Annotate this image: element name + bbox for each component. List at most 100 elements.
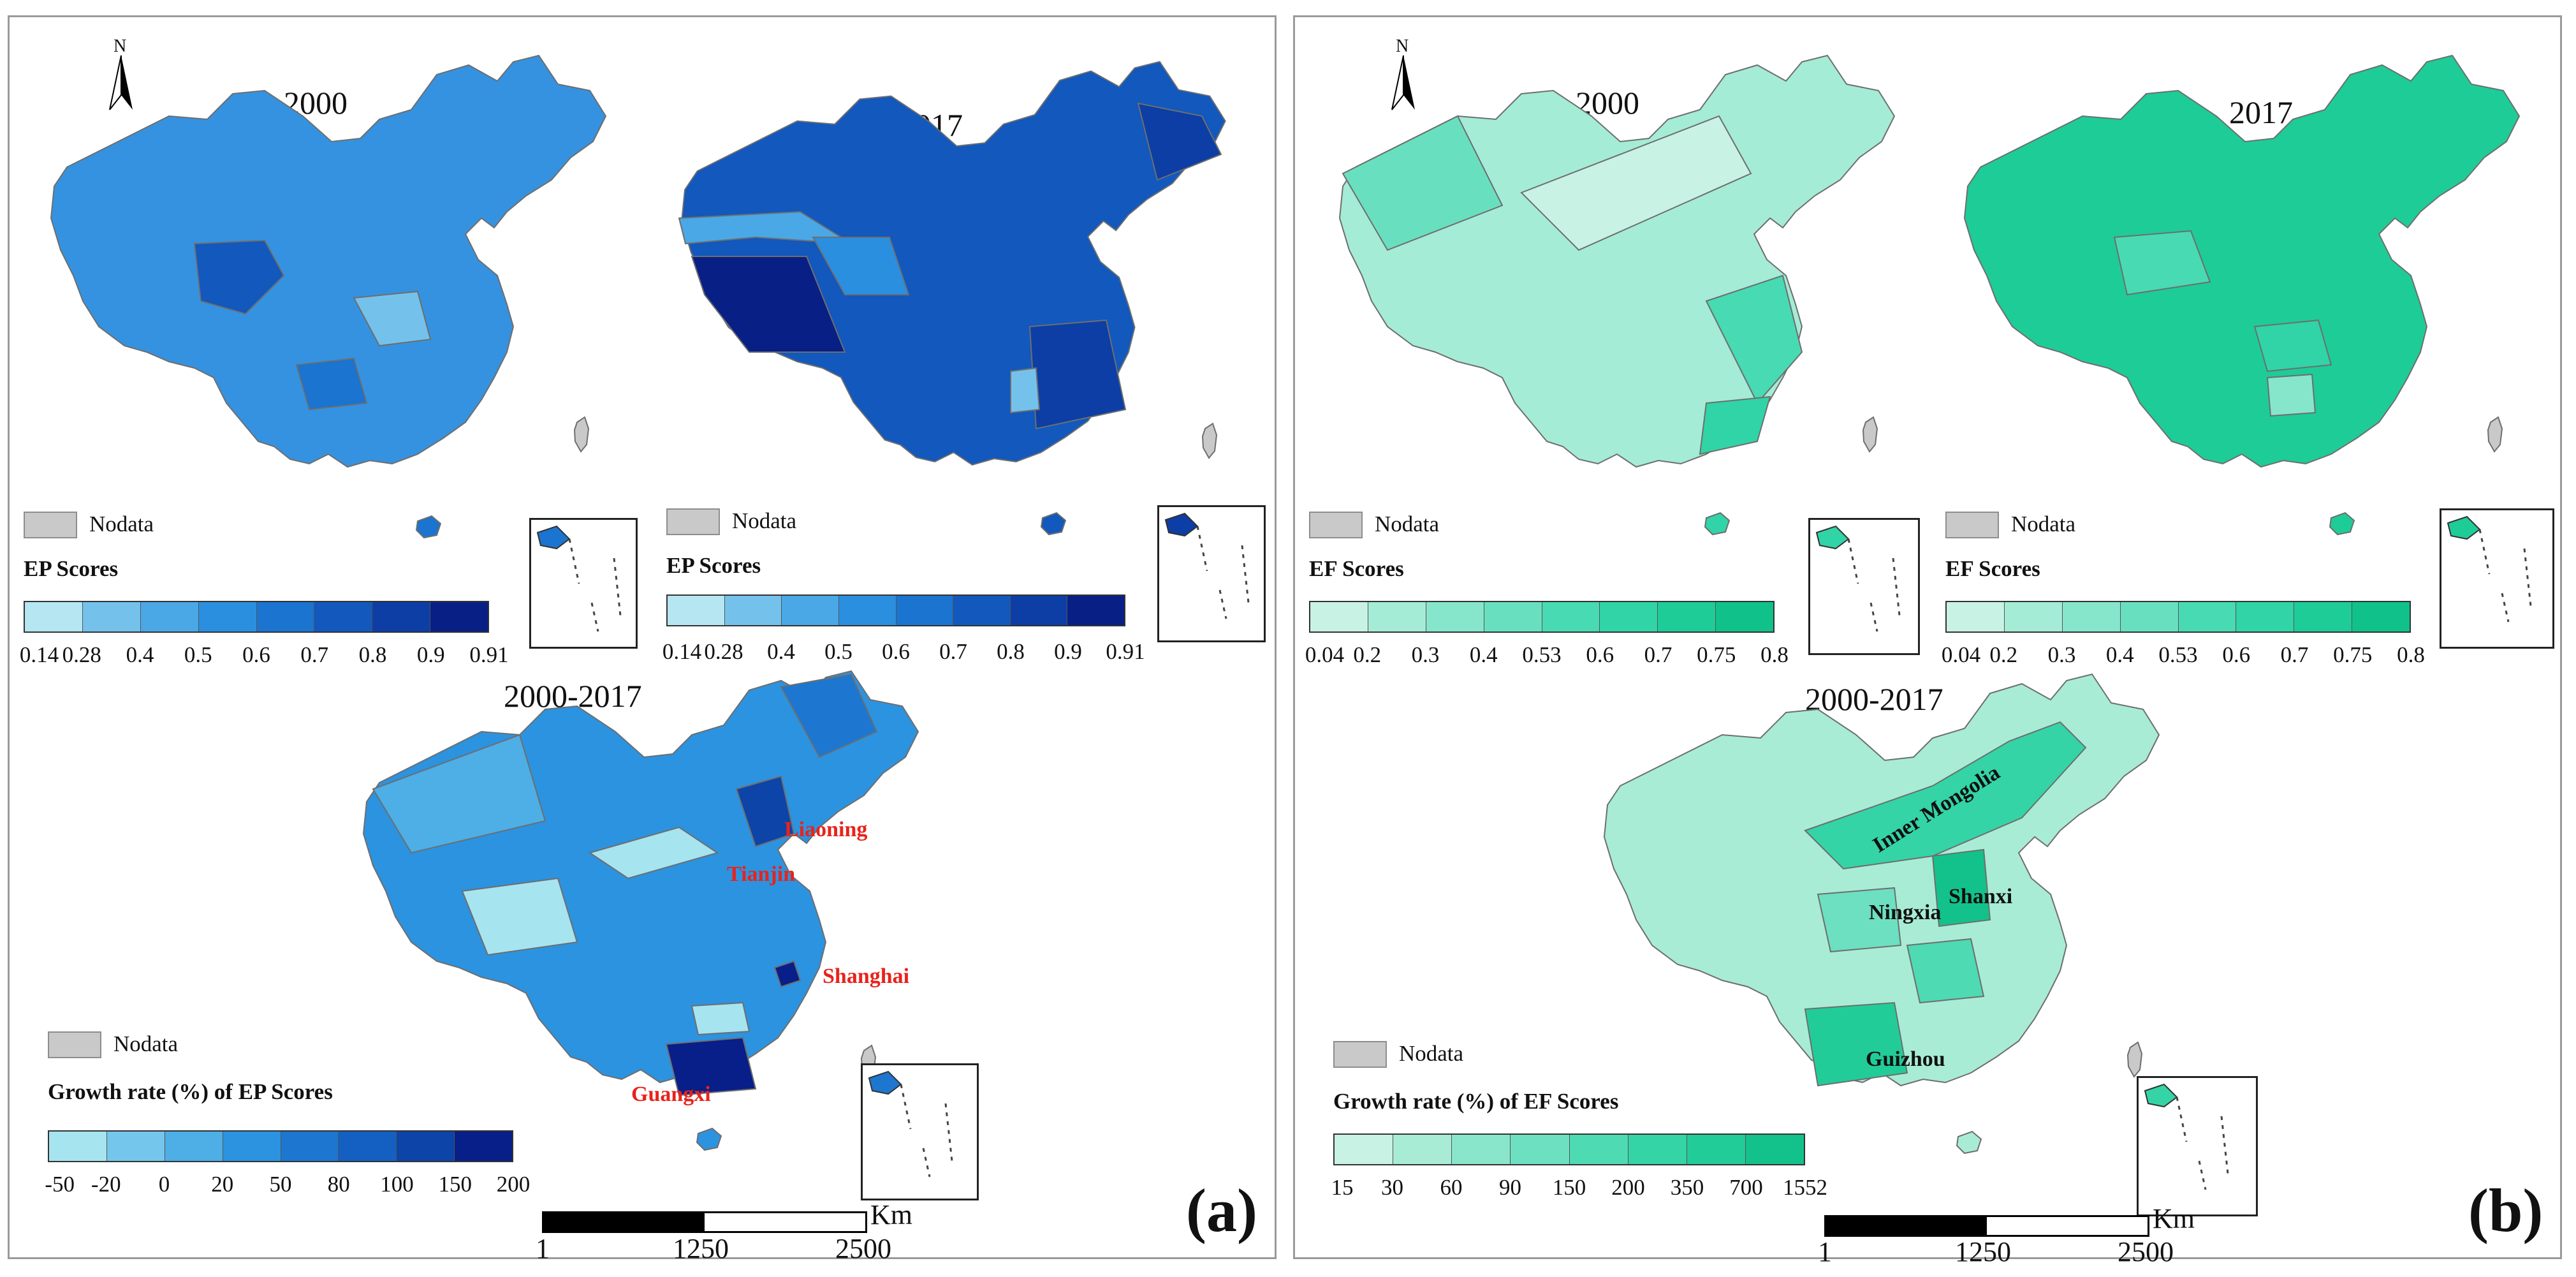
legend-swatch xyxy=(1484,602,1542,631)
region-fill xyxy=(773,960,801,988)
legend-tick-label: 0.14 xyxy=(662,639,702,664)
taiwan-shape xyxy=(574,417,589,452)
legend-tick-label: 60 xyxy=(1440,1175,1463,1200)
scale-b-unit: Km xyxy=(2153,1203,2195,1234)
legend-tick-label: 0.4 xyxy=(767,639,795,664)
map-b2017-legend-ramp xyxy=(1945,601,2411,633)
map-bchange-legend-ramp xyxy=(1333,1133,1805,1165)
legend-tick-label: 0.9 xyxy=(1054,639,1082,664)
map-achange-legend-ramp xyxy=(48,1130,513,1162)
legend-tick-label: 0.5 xyxy=(184,642,212,667)
legend-swatch xyxy=(1310,602,1368,631)
region-fill xyxy=(678,210,852,245)
hainan-shape xyxy=(416,515,441,538)
region-fill xyxy=(461,877,578,956)
legend-tick-label: 150 xyxy=(438,1172,472,1197)
map-b2017 xyxy=(1964,55,2520,535)
legend-tick-label: 150 xyxy=(1552,1175,1586,1200)
region-fill xyxy=(691,256,846,353)
legend-tick-label: 0.3 xyxy=(1411,642,1440,667)
map-b2000-nodata-label: Nodata xyxy=(1375,512,1440,536)
legend-swatch xyxy=(1716,602,1773,631)
region-fill xyxy=(1699,395,1771,455)
legend-swatch xyxy=(455,1132,512,1161)
legend-tick-label: 0.2 xyxy=(1353,642,1382,667)
map-achange xyxy=(363,670,919,1151)
legend-swatch xyxy=(724,596,782,625)
legend-tick-label: 1552 xyxy=(1783,1175,1827,1200)
region-fill xyxy=(2266,373,2316,417)
legend-swatch xyxy=(782,596,839,625)
legend-tick-label: 0.6 xyxy=(2222,642,2251,667)
map-bchange-inset xyxy=(2137,1076,2258,1216)
legend-tick-label: -50 xyxy=(45,1172,75,1197)
legend-tick-label: 0.91 xyxy=(469,642,509,667)
legend-swatch xyxy=(1335,1135,1394,1164)
legend-swatch xyxy=(256,602,315,631)
region-fill xyxy=(1705,274,1803,404)
legend-swatch xyxy=(1569,1135,1628,1164)
legend-tick-label: 0.5 xyxy=(824,639,853,664)
legend-tick-label: 0.53 xyxy=(2158,642,2198,667)
legend-tick-label: 0.9 xyxy=(416,642,445,667)
legend-tick-label: 0.4 xyxy=(126,642,154,667)
scale-bar-a xyxy=(542,1211,867,1233)
region-fill xyxy=(1010,367,1041,414)
legend-tick-label: 350 xyxy=(1670,1175,1704,1200)
hainan-shape xyxy=(2329,512,2355,535)
taiwan-shape xyxy=(1862,417,1878,452)
map-b2000 xyxy=(1339,55,1895,535)
scale-a-unit: Km xyxy=(870,1199,912,1230)
region-fill xyxy=(1520,115,1752,251)
legend-tick-label: 30 xyxy=(1381,1175,1403,1200)
legend-tick-label: 0.04 xyxy=(1305,642,1345,667)
label-guizhou: Guizhou xyxy=(1866,1047,1945,1071)
legend-swatch xyxy=(896,596,954,625)
region-fill xyxy=(193,239,285,315)
legend-swatch xyxy=(372,602,431,631)
panel-b: N 2000 Nodata EF Scores 0.04 0.2 0.3 0.4 0.5… xyxy=(1293,15,2562,1267)
map-a2017-inset xyxy=(1157,505,1266,642)
scale-a-tick-0: 1 xyxy=(536,1233,550,1264)
region-fill xyxy=(665,1037,757,1096)
map-a2000-legend-ramp xyxy=(24,601,489,633)
legend-swatch xyxy=(281,1132,339,1161)
legend-tick-label: 0.7 xyxy=(2280,642,2309,667)
region-fill xyxy=(1931,848,1991,927)
legend-tick-label: 15 xyxy=(1331,1175,1354,1200)
legend-swatch xyxy=(82,602,141,631)
legend-tick-label: 0.4 xyxy=(1469,642,1498,667)
label-shanghai: Shanghai xyxy=(823,964,910,988)
region-fill xyxy=(812,237,910,295)
map-achange-nodata-swatch xyxy=(48,1031,101,1058)
scale-a-tick-2: 2500 xyxy=(835,1233,891,1264)
scale-a-tick-1: 1250 xyxy=(673,1233,729,1264)
panel-b-letter: (b) xyxy=(2468,1176,2543,1244)
region-fill xyxy=(2113,230,2211,296)
legend-tick-label: 80 xyxy=(327,1172,350,1197)
map-bchange-nodata-swatch xyxy=(1333,1041,1387,1068)
hainan-shape xyxy=(696,1128,722,1151)
legend-swatch xyxy=(25,602,83,631)
label-shanxi: Shanxi xyxy=(1949,885,2013,908)
map-b2017-year: 2017 xyxy=(2229,94,2293,130)
legend-swatch xyxy=(1426,602,1484,631)
legend-tick-label: 90 xyxy=(1499,1175,1521,1200)
legend-swatch xyxy=(1600,602,1658,631)
map-bchange-nodata-label: Nodata xyxy=(1399,1041,1464,1066)
legend-tick-label: 0.8 xyxy=(1760,642,1789,667)
legend-swatch xyxy=(2062,602,2121,631)
taiwan-shape xyxy=(1202,423,1217,459)
legend-tick-label: 0.75 xyxy=(1697,642,1736,667)
map-b2017-inset xyxy=(2440,508,2554,649)
label-guangxi: Guangxi xyxy=(631,1082,711,1106)
legend-tick-label: 0.28 xyxy=(62,642,101,667)
legend-tick-label: 200 xyxy=(1611,1175,1645,1200)
map-bchange xyxy=(1604,674,2160,1154)
legend-swatch xyxy=(1947,602,2005,631)
label-tianjin: Tianjin xyxy=(727,862,796,886)
region-fill xyxy=(372,734,546,854)
legend-swatch xyxy=(1067,596,1124,625)
legend-swatch xyxy=(838,596,896,625)
map-a2000-nodata-label: Nodata xyxy=(89,512,154,536)
